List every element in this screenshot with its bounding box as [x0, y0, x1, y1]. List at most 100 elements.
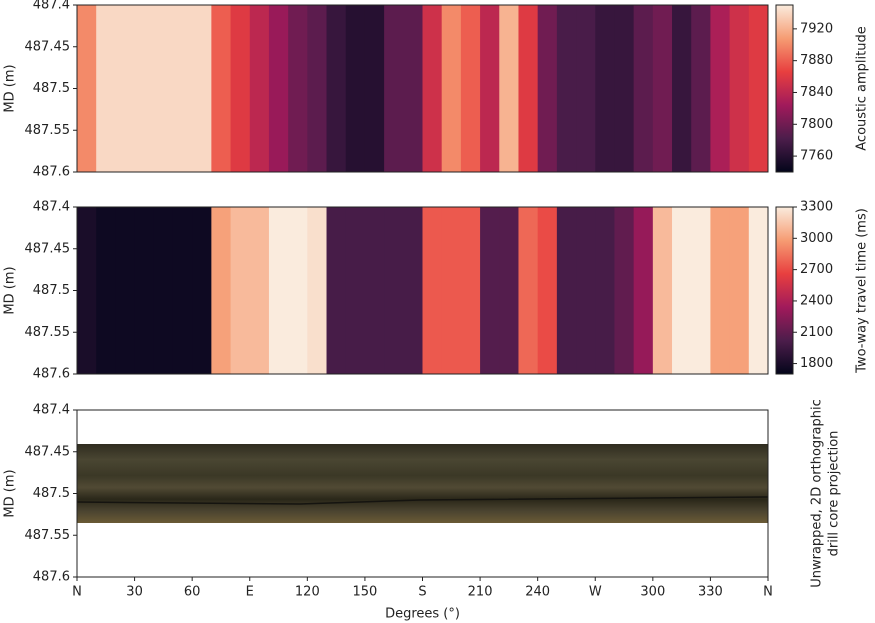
heatmap-cell [499, 5, 519, 172]
heatmap-cell [345, 207, 366, 374]
heatmap-cell [537, 5, 558, 172]
x-tick-label: 240 [525, 585, 550, 600]
colorbar-tick-label: 3300 [800, 200, 833, 215]
heatmap-cell [422, 207, 443, 374]
colorbar-tick-label: 7760 [800, 149, 833, 164]
heatmap-cell [288, 5, 308, 172]
heatmap-cell [729, 5, 750, 172]
y-tick-label: 487.45 [25, 444, 71, 459]
x-axis-label: Degrees (°) [385, 607, 460, 622]
heatmap-cell [134, 5, 155, 172]
heatmap-cell [614, 5, 635, 172]
heatmap-cell [115, 207, 136, 374]
heatmap-cell [364, 5, 385, 172]
heatmap-cell [249, 207, 270, 374]
heatmap-cell [192, 207, 212, 374]
heatmap-cell [364, 207, 385, 374]
heatmap-cell [556, 5, 577, 172]
side-label: Unwrapped, 2D orthographic [810, 399, 825, 588]
heatmap-cell [518, 207, 539, 374]
colorbar-tick-label: 2400 [800, 293, 833, 308]
colorbar-tick-label: 7920 [800, 21, 833, 36]
heatmap-cell [691, 207, 711, 374]
y-tick-label: 487.6 [33, 165, 70, 180]
x-tick-label: 150 [353, 585, 378, 600]
heatmap-cell [537, 207, 558, 374]
heatmap-cell [441, 5, 462, 172]
y-tick-label: 487.5 [33, 283, 70, 298]
heatmap-cell [230, 207, 251, 374]
heatmap-cell [192, 5, 212, 172]
heatmap-cell [77, 207, 97, 374]
heatmap-cell [384, 5, 404, 172]
colorbar-frame [775, 206, 794, 375]
heatmap-cell [115, 5, 136, 172]
y-tick-label: 487.55 [25, 325, 71, 340]
heatmap-cell [460, 207, 481, 374]
y-tick-label: 487.55 [25, 528, 71, 543]
side-label: drill core projection [827, 431, 842, 557]
core-fracture [76, 496, 769, 505]
core-image [77, 444, 768, 523]
y-tick-label: 487.4 [33, 403, 70, 418]
heatmap-cell [288, 207, 308, 374]
colorbar-tick-label: 3000 [800, 231, 833, 246]
heatmap-cell [691, 5, 711, 172]
heatmap-cell [672, 207, 692, 374]
heatmap-cell [403, 207, 423, 374]
heatmap-cell [268, 207, 289, 374]
heatmap-cell [211, 207, 232, 374]
heatmap-cell [441, 207, 462, 374]
heatmap-cell [403, 5, 423, 172]
colorbar-frame [775, 4, 794, 173]
y-axis-label: MD (m) [3, 266, 18, 314]
x-tick-label: N [72, 585, 82, 600]
y-tick-label: 487.6 [33, 570, 70, 585]
heatmap-cell [614, 207, 635, 374]
y-tick-label: 487.5 [33, 486, 70, 501]
x-tick-label: S [418, 585, 426, 600]
heatmap-cell [345, 5, 366, 172]
x-tick-label: 120 [295, 585, 320, 600]
heatmap-cell [633, 5, 654, 172]
x-tick-label: N [763, 585, 773, 600]
x-tick-label: W [589, 585, 602, 600]
colorbar-tick-label: 2100 [800, 325, 833, 340]
x-tick-label: 210 [468, 585, 493, 600]
heatmap-cell [77, 5, 97, 172]
x-tick-label: 330 [698, 585, 723, 600]
heatmap-cell [326, 207, 347, 374]
heatmap-cell [576, 207, 596, 374]
heatmap-cell [480, 207, 500, 374]
heatmap-cell [460, 5, 481, 172]
y-tick-label: 487.4 [33, 200, 70, 215]
x-tick-label: 30 [126, 585, 143, 600]
heatmap-cell [153, 5, 174, 172]
heatmap-cell [729, 207, 750, 374]
heatmap-cell [172, 5, 193, 172]
heatmap-cell [211, 5, 232, 172]
heatmap-cell [326, 5, 347, 172]
heatmap-cell [480, 5, 500, 172]
colorbar [776, 207, 793, 374]
y-axis-label: MD (m) [3, 469, 18, 517]
heatmap-cell [499, 207, 519, 374]
heatmap-cell [172, 207, 193, 374]
heatmap-cell [249, 5, 270, 172]
heatmap-cell [153, 207, 174, 374]
y-tick-label: 487.45 [25, 39, 71, 54]
colorbar-tick-label: 1800 [800, 356, 833, 371]
heatmap-cell [710, 5, 731, 172]
colorbar-tick-label: 7840 [800, 85, 833, 100]
heatmap-cell [748, 5, 769, 172]
colorbar-tick-label: 7880 [800, 53, 833, 68]
heatmap-cell [268, 5, 289, 172]
heatmap-cell [134, 207, 155, 374]
colorbar [776, 5, 793, 172]
heatmap-cell [633, 207, 654, 374]
y-tick-label: 487.5 [33, 81, 70, 96]
heatmap-cell [672, 5, 692, 172]
colorbar-tick-label: 2700 [800, 262, 833, 277]
